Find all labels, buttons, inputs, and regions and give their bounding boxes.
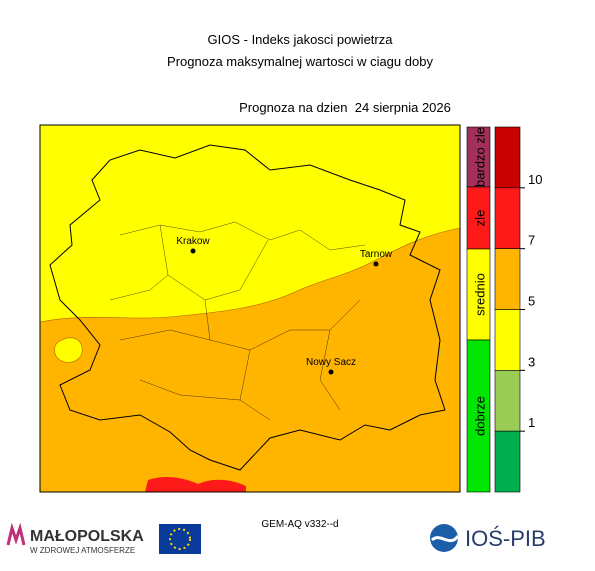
- red-zone: [145, 477, 246, 492]
- city-label: Tarnow: [360, 249, 393, 260]
- scale-tick-label: 7: [528, 233, 535, 248]
- map-frame: [39, 124, 461, 493]
- city-dot: [373, 261, 379, 267]
- map: Krakow Tarnow Nowy Sacz: [39, 124, 461, 493]
- scale-tick-label: 5: [528, 294, 535, 309]
- title: GIOS - Indeks jakosci powietrza: [208, 32, 394, 47]
- yellow-patch: [54, 337, 83, 363]
- city-dot: [190, 248, 196, 254]
- logo-left: MAŁOPOLSKA W ZDROWEJ ATMOSFERZE: [6, 522, 201, 555]
- scale-tick-label: 10: [528, 172, 542, 187]
- scale-box: [494, 248, 521, 310]
- logo-subtext: W ZDROWEJ ATMOSFERZE: [30, 546, 135, 555]
- orange-zone: [39, 227, 461, 493]
- scale-box: [494, 309, 521, 371]
- logo-right: IOŚ-PIB: [430, 524, 546, 552]
- category-box: [466, 339, 491, 493]
- category-label: dobrze: [472, 396, 487, 436]
- scale-box: [494, 126, 521, 189]
- logo-text: IOŚ-PIB: [465, 526, 546, 551]
- legend: bardzo zle zle srednio dobrze 10 7 5 3 1: [466, 126, 542, 493]
- logo-wave: [430, 535, 460, 543]
- city-dot: [328, 369, 334, 375]
- subtitle: Prognoza maksymalnej wartosci w ciagu do…: [167, 54, 433, 69]
- scale-box: [494, 370, 521, 432]
- category-label: bardzo zle: [472, 127, 487, 187]
- region-border: [49, 144, 446, 471]
- scale-box: [494, 187, 521, 249]
- scale-tick-label: 1: [528, 415, 535, 430]
- category-label: srednio: [472, 273, 487, 316]
- model-label: GEM-AQ v332--d: [261, 519, 338, 530]
- logo-text: MAŁOPOLSKA: [30, 528, 144, 545]
- district-borders: [109, 221, 366, 421]
- scale-tick-label: 3: [528, 354, 535, 369]
- logo-mark: [6, 522, 26, 546]
- date-line: Prognoza na dzien 24 sierpnia 2026: [239, 100, 451, 115]
- category-label: zle: [472, 210, 487, 227]
- city-label: Krakow: [176, 236, 210, 247]
- city-label: Nowy Sacz: [306, 357, 356, 368]
- eu-stars: [169, 528, 191, 550]
- scale-box: [494, 430, 521, 493]
